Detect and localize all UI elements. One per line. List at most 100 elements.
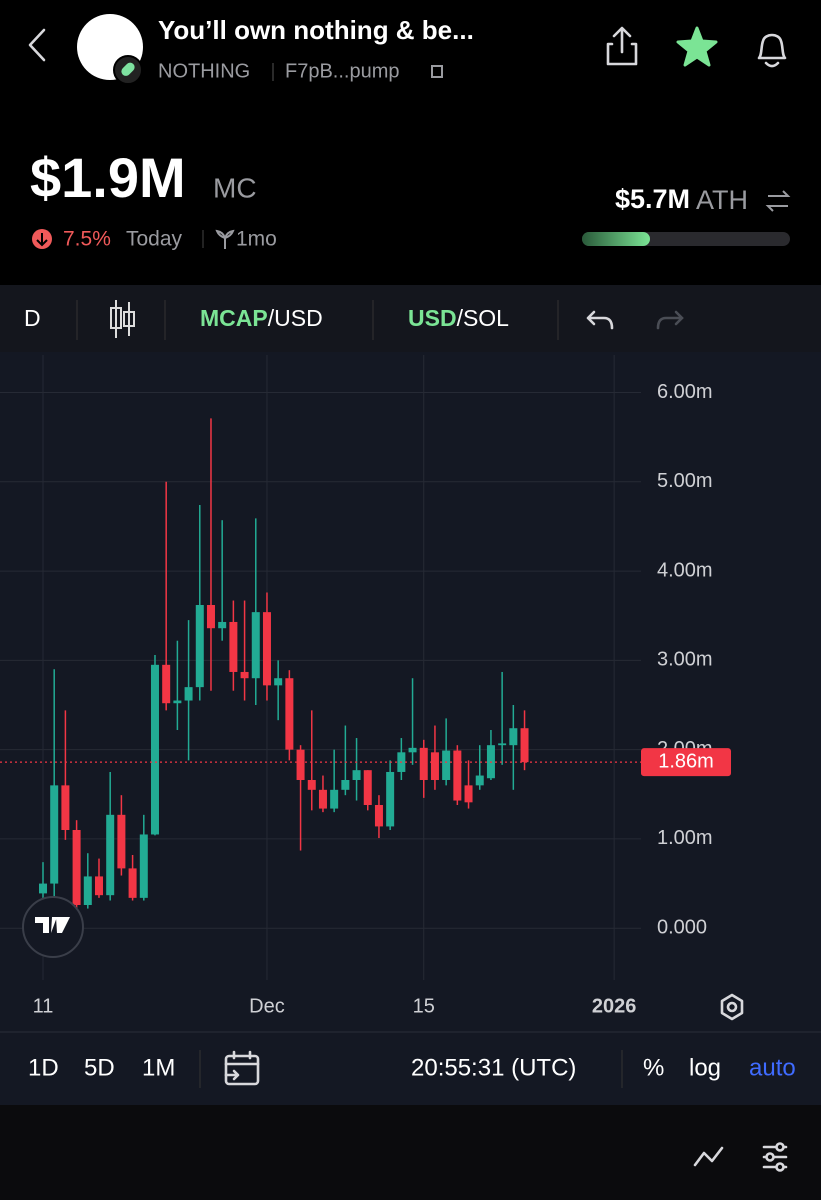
candle-body xyxy=(117,814,126,869)
candle-body xyxy=(296,749,305,780)
candle-body xyxy=(453,750,462,801)
candle-body xyxy=(106,814,115,896)
range-button[interactable]: 1D xyxy=(28,1054,59,1081)
candle-body xyxy=(50,785,59,884)
pair-2-main: USD xyxy=(408,305,457,331)
candle-body xyxy=(520,728,529,763)
plot: 0.0001.00m2.00m3.00m4.00m5.00m6.00m11Dec… xyxy=(0,355,731,1017)
candle-body xyxy=(195,605,204,688)
candle-body xyxy=(307,780,316,790)
change: 7.5% xyxy=(63,228,111,251)
market-cap: $1.9M xyxy=(30,146,186,209)
settings-dot xyxy=(726,1001,738,1013)
pair-1-rest: /USD xyxy=(268,305,323,331)
y-tick-label: 4.00m xyxy=(657,559,713,581)
candle-body xyxy=(318,789,327,809)
clock: 20:55:31 (UTC) xyxy=(411,1054,576,1081)
pill-icon xyxy=(121,62,135,76)
candle-body xyxy=(509,728,518,746)
candle-body xyxy=(173,700,182,704)
chart-bg xyxy=(0,352,821,1105)
ath-progress xyxy=(582,232,650,246)
candle-type-button[interactable] xyxy=(110,300,135,338)
pair-1-main: MCAP xyxy=(200,305,268,331)
undo-button[interactable] xyxy=(586,310,614,330)
range-button[interactable]: 1M xyxy=(142,1054,175,1081)
indicator-button[interactable] xyxy=(693,1146,724,1167)
candle-body xyxy=(341,780,350,790)
y-tick-label: 5.00m xyxy=(657,470,713,492)
filter-button[interactable] xyxy=(762,1142,788,1172)
pair-2[interactable]: USD/SOL xyxy=(408,305,509,331)
y-tick-label: 1.00m xyxy=(657,827,713,849)
age: 1mo xyxy=(236,228,277,251)
pair-1[interactable]: MCAP/USD xyxy=(200,305,323,331)
candle-body xyxy=(94,876,103,896)
last-price-tag xyxy=(641,748,731,777)
candle-body xyxy=(229,621,238,672)
candle-body xyxy=(150,664,159,835)
candle-body xyxy=(218,621,227,629)
candle-body xyxy=(128,868,137,898)
alert-button[interactable] xyxy=(757,33,787,68)
candle-body xyxy=(61,785,70,830)
ath-label: ATH xyxy=(696,185,748,215)
last-price-label: 1.86m xyxy=(658,750,714,772)
candle-body xyxy=(240,671,249,679)
y-tick-label: 3.00m xyxy=(657,649,713,671)
pair-2-rest: /SOL xyxy=(457,305,510,331)
token-title: You’ll own nothing & be... xyxy=(158,15,474,45)
x-tick-label: 11 xyxy=(33,995,54,1017)
candle-body xyxy=(139,834,148,898)
log-toggle[interactable]: log xyxy=(689,1054,721,1081)
candle-body xyxy=(162,664,171,704)
candle-body xyxy=(442,750,451,780)
settings-button[interactable] xyxy=(720,993,744,1021)
candle-body xyxy=(330,789,339,809)
age-icon xyxy=(215,229,235,249)
candle-body xyxy=(475,775,484,786)
candle-body xyxy=(352,770,361,780)
redo-button[interactable] xyxy=(656,310,684,330)
down-arrow xyxy=(36,233,48,247)
footer-bg xyxy=(0,1105,821,1200)
toolbar-bg xyxy=(0,285,821,352)
ticker: NOTHING xyxy=(158,60,250,82)
candle-body xyxy=(39,883,48,894)
candle-body xyxy=(386,771,395,827)
candle-body xyxy=(498,743,507,746)
change-period: Today xyxy=(126,228,183,251)
goto-date-button[interactable] xyxy=(224,1050,260,1086)
candle-body xyxy=(374,805,383,827)
range-button[interactable]: 5D xyxy=(84,1054,115,1081)
tv-logo-mark xyxy=(35,917,70,933)
copy-icon[interactable] xyxy=(431,65,443,78)
candle-body xyxy=(251,612,260,679)
address: F7pB...pump xyxy=(285,60,400,82)
candle-body xyxy=(83,876,92,905)
candle-body xyxy=(430,752,439,780)
candle-body xyxy=(464,785,473,803)
swap-button[interactable] xyxy=(765,190,791,212)
mc-label: MC xyxy=(213,172,257,203)
share-button[interactable] xyxy=(606,26,638,66)
y-tick-label: 6.00m xyxy=(657,381,713,403)
ath-value: $5.7M xyxy=(615,184,690,214)
y-tick-label: 0.000 xyxy=(657,916,707,938)
interval[interactable]: D xyxy=(24,305,41,331)
percent-toggle[interactable]: % xyxy=(643,1054,664,1081)
back-button[interactable] xyxy=(28,28,46,62)
candle-body xyxy=(285,678,294,750)
x-tick-label: 15 xyxy=(413,995,435,1017)
candle-body xyxy=(274,678,283,686)
x-tick-label: Dec xyxy=(249,995,285,1017)
candle-body xyxy=(206,605,215,629)
favorite-button[interactable] xyxy=(676,26,718,67)
candle-body xyxy=(408,747,417,753)
x-tick-label: 2026 xyxy=(592,995,637,1017)
auto-toggle[interactable]: auto xyxy=(749,1054,796,1081)
candle-body xyxy=(363,770,372,805)
